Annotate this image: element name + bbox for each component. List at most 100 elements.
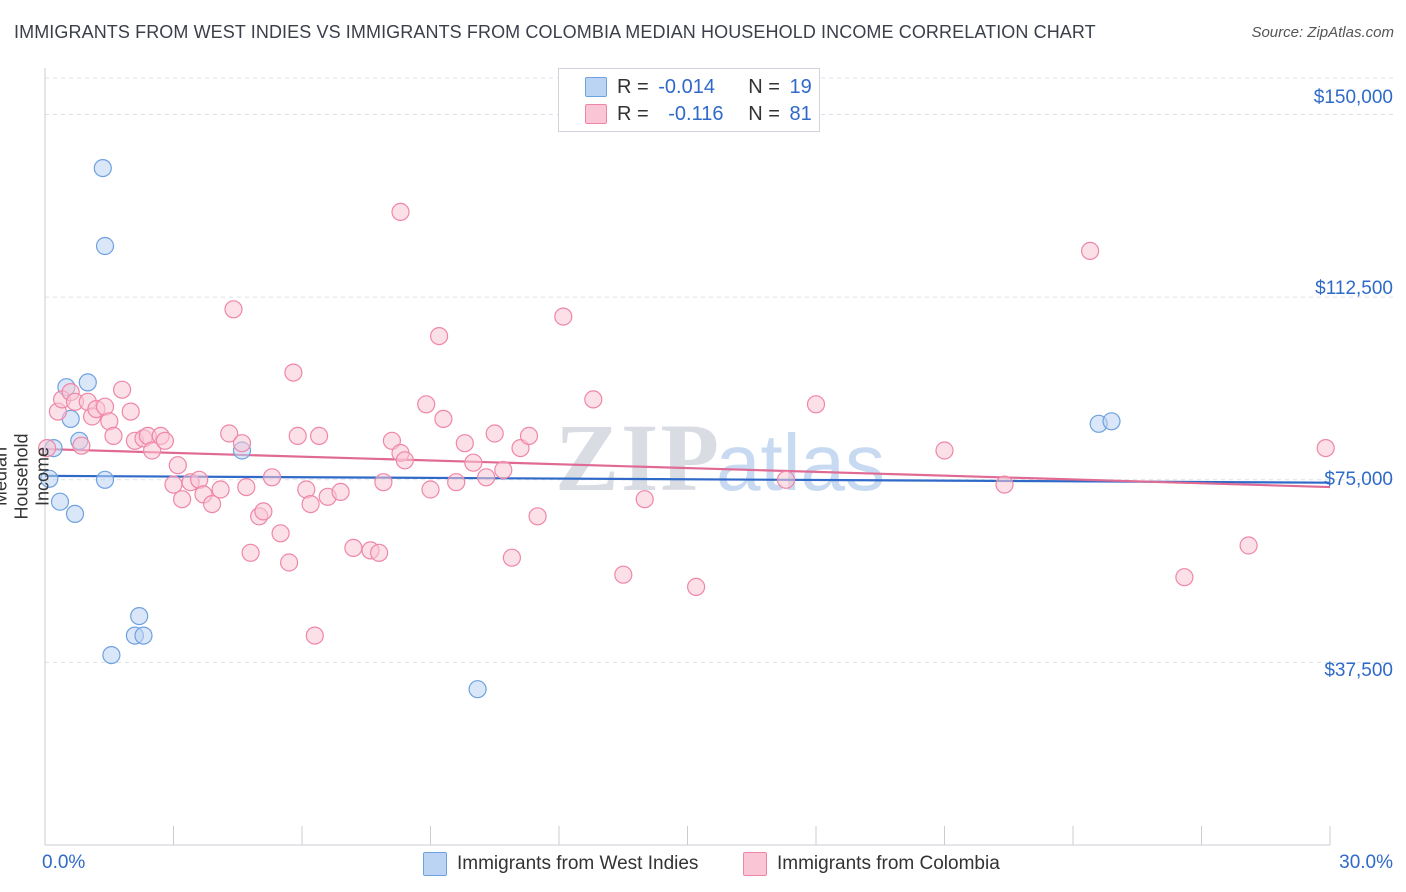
data-point-s2-45 [331,482,350,501]
bottom-legend-label-colombia: Immigrants from Colombia [777,853,1000,874]
chart-title: IMMIGRANTS FROM WEST INDIES VS IMMIGRANT… [14,22,1096,42]
chart-source: Source: ZipAtlas.com [1251,24,1394,41]
data-point-s1-10 [95,236,115,256]
data-point-s2-11 [104,426,123,445]
data-point-s2-43 [305,626,324,645]
bottom-legend-west-indies: Immigrants from West Indies [423,852,698,876]
data-point-s1-14 [130,606,149,626]
trend-line-s2 [44,447,1331,489]
data-point-s2-41 [301,495,320,514]
y-axis-label: Median Household Income [0,433,53,520]
legend-n-label: N = [748,102,780,125]
legend-row-west-indies: R = -0.014 N = 19 [585,75,812,99]
bottom-legend-label-west-indies: Immigrants from West Indies [457,853,699,874]
data-points [37,159,1335,699]
data-point-s2-34 [254,502,273,521]
y-tick-label-150000: $150,000 [1313,87,1393,108]
y-tick-label-112500: $112,500 [1315,278,1393,299]
data-point-s2-59 [455,434,474,453]
data-point-s2-61 [477,468,496,487]
data-point-s1-11 [102,645,121,665]
data-point-s2-5 [72,436,91,455]
legend-swatch-colombia [585,104,607,124]
data-point-s2-27 [211,480,230,499]
data-point-s2-57 [434,409,453,428]
data-point-s2-70 [614,565,633,584]
data-point-s2-19 [155,431,174,450]
data-point-s2-32 [241,543,260,562]
legend-r-value-west-indies: -0.014 [658,75,715,98]
data-point-s2-22 [173,490,192,509]
data-point-s2-68 [554,307,573,326]
data-point-s2-28 [220,424,239,443]
y-tick-label-37500: $37,500 [1324,660,1393,681]
data-point-s2-35 [262,468,282,487]
data-point-s2-79 [1239,536,1258,555]
svg-text:ZIP: ZIP [555,404,721,511]
data-point-s2-63 [494,460,513,480]
data-point-s2-71 [635,490,654,509]
data-point-s2-77 [1080,241,1100,260]
data-point-s1-18 [1102,412,1121,431]
data-point-s2-38 [284,363,303,382]
data-point-s2-55 [421,480,440,499]
bottom-legend-swatch-colombia [743,852,767,876]
trend-lines [44,447,1331,489]
data-point-s2-37 [280,553,299,572]
data-point-s2-31 [237,478,256,497]
data-point-s1-2 [50,492,70,511]
legend-n-value-colombia: 81 [789,102,812,125]
data-point-s2-52 [395,451,414,470]
data-point-s2-26 [203,495,222,514]
legend-r-label: R = [617,75,649,98]
data-point-s2-66 [519,426,539,445]
data-point-s2-29 [224,300,243,319]
data-point-s2-74 [806,395,826,414]
bottom-legend-colombia: Immigrants from Colombia [743,852,1000,876]
data-point-s2-73 [776,470,796,489]
data-point-s2-69 [584,390,603,409]
y-tick-label-75000: $75,000 [1324,469,1393,490]
legend-row-colombia: R = -0.116 N = 81 [585,102,812,126]
data-point-s1-0 [40,469,59,488]
data-point-s2-76 [995,475,1014,494]
data-point-s2-80 [1316,439,1335,458]
data-point-s2-42 [310,426,329,445]
data-point-s2-75 [935,441,954,460]
data-point-s2-36 [271,524,290,543]
data-point-s2-60 [464,453,483,472]
data-point-s2-64 [502,548,521,567]
data-point-s2-46 [344,538,363,558]
data-point-s2-17 [143,441,162,460]
watermark: ZIP atlas [555,404,885,511]
data-point-s1-5 [65,504,85,524]
legend-n-value-west-indies: 19 [789,75,812,98]
data-point-s2-58 [447,473,466,492]
data-point-s2-54 [417,395,436,414]
data-point-s2-13 [121,402,140,421]
data-point-s1-16 [468,680,487,699]
svg-text:atlas: atlas [716,418,885,507]
data-point-s2-62 [485,424,504,443]
data-point-s1-13 [134,626,153,645]
data-point-s2-39 [288,426,307,445]
data-point-s2-67 [528,507,547,526]
legend-r-label: R = [617,102,649,125]
data-point-s2-48 [370,543,389,562]
data-point-s1-9 [95,470,115,489]
data-point-s2-56 [430,327,449,346]
legend-n-label: N = [748,75,780,98]
x-min-label: 0.0% [42,852,86,873]
bottom-legend-swatch-west-indies [423,852,447,876]
data-point-s1-8 [93,159,112,178]
legend-swatch-west-indies [585,77,607,97]
stats-legend: R = -0.014 N = 19 R = -0.116 N = 81 [558,68,820,132]
data-point-s2-72 [686,577,706,597]
x-max-label: 30.0% [1339,852,1393,873]
legend-r-value-colombia: -0.116 [668,102,724,125]
data-point-s2-30 [232,434,252,453]
data-point-s2-0 [37,439,57,458]
data-point-s2-12 [112,380,132,399]
data-point-s2-21 [168,456,187,475]
